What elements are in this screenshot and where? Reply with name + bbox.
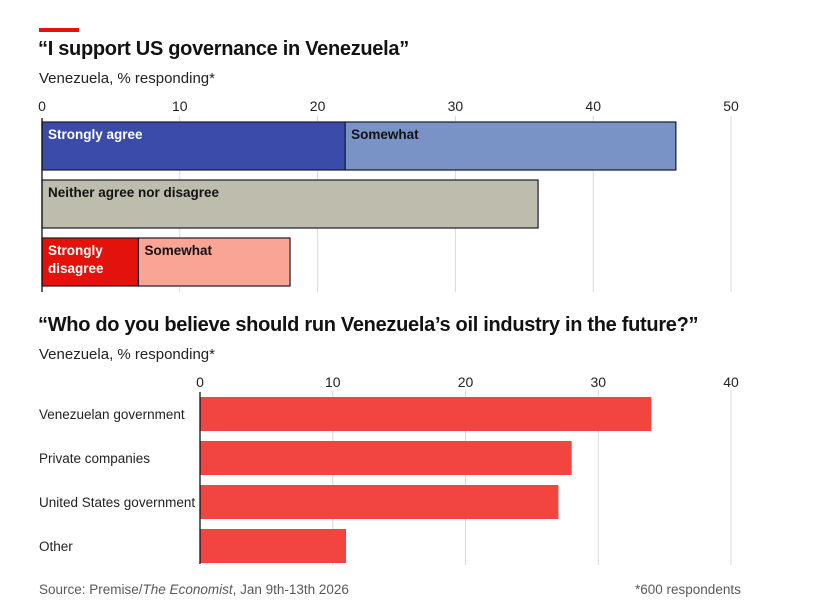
bar-segment: [41, 237, 140, 287]
x-tick-label: 40: [585, 98, 601, 114]
chart2-title: “Who do you believe should run Venezuela…: [38, 314, 699, 336]
segment-label: Somewhat: [144, 243, 212, 258]
x-tick-label: 20: [310, 98, 326, 114]
x-tick-label: 0: [38, 98, 46, 114]
bar-segment: [344, 121, 677, 171]
bar: [200, 485, 559, 519]
source-date: , Jan 9th-13th 2026: [232, 582, 349, 597]
category-label: Other: [39, 539, 73, 554]
bar: [200, 529, 347, 563]
chart2-plot: 0 10 20 30 40 Venezuelan government Private co…: [39, 374, 739, 565]
segment-label: disagree: [48, 261, 104, 276]
segment-label: Strongly agree: [48, 127, 143, 142]
x-tick-label: 50: [723, 98, 739, 114]
bar-segment: [41, 121, 346, 171]
segment-label: Strongly: [48, 243, 103, 258]
x-tick-label: 40: [723, 374, 739, 390]
category-label: United States government: [39, 495, 195, 510]
chart1-plot: 0 10 20 30 40 50 Strongly agree Somewhat Neither…: [38, 98, 739, 292]
chart1-title: “I support US governance in Venezuela”: [38, 38, 409, 60]
chart1-subtitle: Venezuela, % responding*: [39, 70, 215, 87]
category-label: Private companies: [39, 451, 150, 466]
source-note: Source: Premise/The Economist, Jan 9th-1…: [39, 582, 349, 597]
x-tick-label: 10: [325, 374, 341, 390]
x-tick-label: 30: [448, 98, 464, 114]
accent-rule: [39, 28, 79, 32]
respondents-note: *600 respondents: [635, 582, 741, 597]
segment-label: Neither agree nor disagree: [48, 185, 220, 200]
x-tick-label: 0: [196, 374, 204, 390]
bar-segment: [41, 179, 539, 229]
chart2-subtitle: Venezuela, % responding*: [39, 346, 215, 363]
source-publication: The Economist: [142, 582, 233, 597]
source-prefix: Source: Premise/: [39, 582, 143, 597]
category-label: Venezuelan government: [39, 407, 185, 422]
x-tick-label: 30: [590, 374, 606, 390]
segment-label: Somewhat: [351, 127, 419, 142]
bar: [200, 397, 652, 431]
bar: [200, 441, 572, 475]
bar-segment: [137, 237, 291, 287]
x-tick-label: 10: [172, 98, 188, 114]
x-tick-label: 20: [458, 374, 474, 390]
